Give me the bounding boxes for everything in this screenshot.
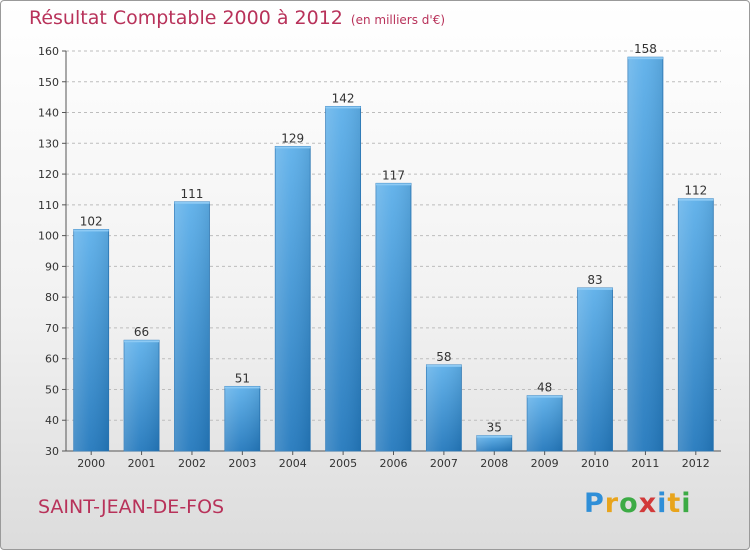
bar-shine-2003: [224, 386, 260, 451]
bar-top-2007: [426, 364, 462, 367]
logo-letter: o: [619, 488, 639, 519]
bar-shine-2005: [325, 106, 361, 451]
proxiti-logo: Proxiti: [584, 488, 692, 519]
bar-top-2008: [476, 435, 512, 438]
logo-letter: t: [667, 488, 682, 519]
x-tick-label-2000: 2000: [77, 457, 105, 470]
y-tick-label: 130: [38, 137, 59, 150]
bar-shine-2010: [577, 287, 613, 451]
bar-shine-2000: [73, 229, 109, 451]
x-tick-label-2009: 2009: [531, 457, 559, 470]
x-tick-label-2011: 2011: [631, 457, 659, 470]
bar-shine-2008: [476, 435, 512, 451]
bar-top-2001: [124, 340, 160, 343]
chart-title-text: Résultat Comptable 2000 à 2012: [29, 7, 343, 29]
bar-top-2006: [376, 183, 411, 186]
bar-top-2012: [678, 198, 714, 201]
y-tick-label: 150: [38, 76, 59, 89]
value-label-2008: 35: [487, 421, 502, 435]
bar-shine-2012: [678, 198, 714, 451]
y-tick-label: 40: [45, 414, 59, 427]
logo-letter: x: [638, 488, 658, 519]
x-tick-label-2001: 2001: [128, 457, 156, 470]
bar-top-2004: [275, 146, 311, 149]
value-label-2004: 129: [281, 131, 304, 145]
bar-shine-2001: [124, 340, 160, 451]
value-label-2007: 58: [436, 350, 451, 364]
value-label-2005: 142: [332, 91, 355, 105]
bar-top-2010: [577, 287, 613, 290]
y-tick-label: 100: [38, 230, 59, 243]
y-tick-label: 90: [45, 260, 59, 273]
bar-shine-2007: [426, 364, 462, 451]
value-label-2011: 158: [634, 42, 657, 56]
bar-shine-2009: [527, 395, 563, 451]
x-tick-label-2004: 2004: [279, 457, 307, 470]
x-tick-label-2012: 2012: [682, 457, 710, 470]
y-tick-label: 110: [38, 199, 59, 212]
bar-top-2003: [224, 386, 260, 389]
y-tick-label: 50: [45, 383, 59, 396]
bar-shine-2004: [275, 146, 311, 451]
bars-layer: [73, 56, 714, 452]
value-label-2010: 83: [587, 273, 602, 287]
x-tick-label-2005: 2005: [329, 457, 357, 470]
y-tick-label: 70: [45, 322, 59, 335]
chart-title: Résultat Comptable 2000 à 2012 (en millie…: [29, 7, 445, 29]
bar-shine-2006: [376, 183, 411, 452]
bar-top-2002: [174, 201, 210, 204]
value-label-2002: 111: [181, 187, 204, 201]
value-label-2009: 48: [537, 381, 552, 395]
y-tick-label: 120: [38, 168, 59, 181]
value-label-2001: 66: [134, 325, 149, 339]
labels-layer: 30 40 50 60 70 80 90 100 110 120 130 140 150 160 102 20…: [38, 42, 710, 470]
y-tick-label: 160: [38, 45, 59, 58]
y-tick-label: 30: [45, 445, 59, 458]
logo-letter: r: [604, 488, 620, 519]
bar-shine-2002: [174, 201, 210, 451]
value-label-2012: 112: [684, 184, 707, 198]
x-tick-label-2003: 2003: [228, 457, 256, 470]
y-tick-label: 140: [38, 107, 59, 120]
logo-letter: i: [657, 488, 668, 519]
x-tick-label-2006: 2006: [380, 457, 408, 470]
logo-letter: P: [584, 488, 605, 519]
logo-letter: i: [681, 488, 692, 519]
x-tick-label-2010: 2010: [581, 457, 609, 470]
value-label-2003: 51: [235, 371, 250, 385]
bar-top-2009: [527, 395, 563, 398]
town-name: SAINT-JEAN-DE-FOS: [38, 496, 225, 518]
bar-shine-2011: [627, 57, 663, 452]
x-tick-label-2002: 2002: [178, 457, 206, 470]
value-label-2006: 117: [382, 168, 405, 182]
bar-top-2011: [627, 57, 663, 60]
bar-top-2000: [73, 229, 109, 232]
bar-top-2005: [325, 106, 361, 109]
value-label-2000: 102: [80, 214, 103, 228]
x-tick-label-2007: 2007: [430, 457, 458, 470]
y-tick-label: 60: [45, 353, 59, 366]
y-tick-label: 80: [45, 291, 59, 304]
x-tick-label-2008: 2008: [480, 457, 508, 470]
chart-subtitle: (en milliers d'€): [350, 13, 446, 27]
